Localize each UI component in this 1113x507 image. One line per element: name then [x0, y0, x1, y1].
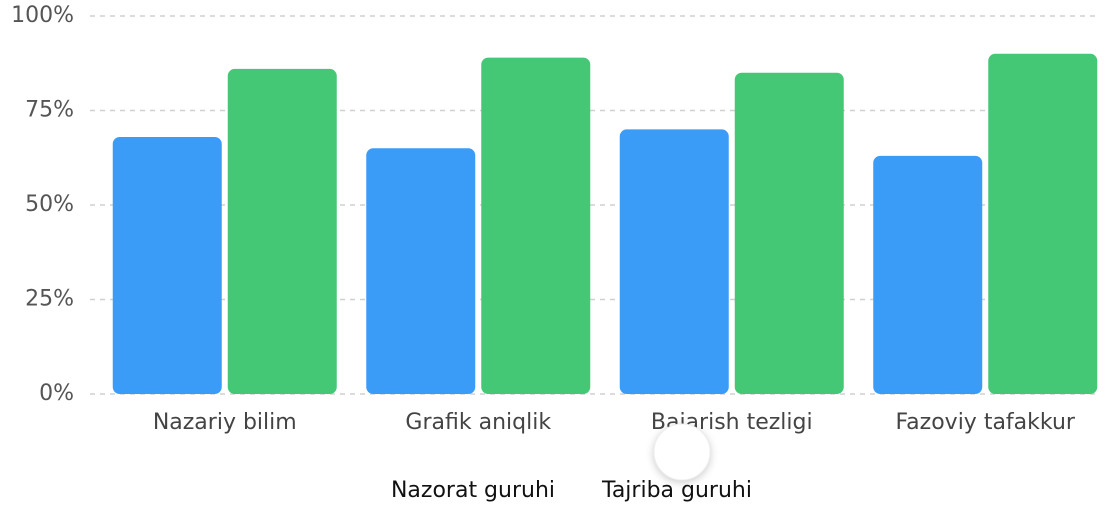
- touch-indicator: [653, 423, 711, 481]
- bar: [619, 129, 729, 394]
- x-tick-label: Grafik aniqlik: [405, 410, 551, 435]
- bar: [988, 53, 1098, 395]
- bar: [873, 155, 983, 394]
- x-tick-label: Fazoviy tafakkur: [896, 410, 1076, 435]
- bar: [227, 68, 337, 395]
- legend-label: Tajriba guruhi: [601, 478, 752, 503]
- bar: [112, 136, 222, 394]
- legend-label: Nazorat guruhi: [391, 478, 555, 503]
- bar: [366, 148, 476, 394]
- y-tick-label: 100%: [11, 3, 74, 28]
- x-tick-label: Nazariy bilim: [153, 410, 297, 435]
- bar: [481, 57, 591, 395]
- y-tick-label: 50%: [25, 192, 74, 217]
- y-tick-label: 75%: [25, 98, 74, 123]
- y-tick-label: 0%: [39, 381, 74, 406]
- bar: [734, 72, 844, 394]
- y-tick-label: 25%: [25, 287, 74, 312]
